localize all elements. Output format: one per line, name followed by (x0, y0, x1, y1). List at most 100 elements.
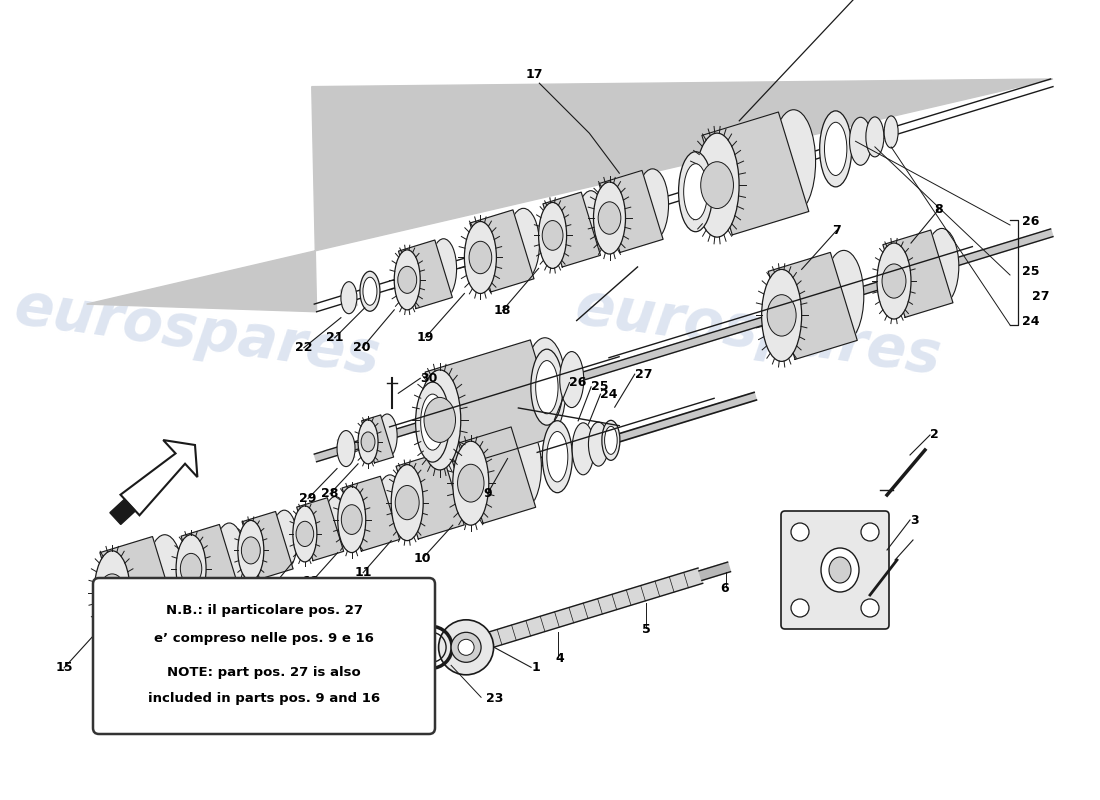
Polygon shape (884, 122, 898, 142)
Polygon shape (396, 452, 464, 539)
Ellipse shape (376, 475, 404, 541)
Ellipse shape (824, 250, 864, 342)
Ellipse shape (536, 361, 558, 414)
Ellipse shape (176, 534, 206, 602)
Ellipse shape (925, 229, 959, 305)
Text: 20: 20 (353, 342, 371, 354)
Text: 5: 5 (641, 622, 650, 636)
Ellipse shape (419, 370, 461, 470)
Ellipse shape (241, 537, 261, 564)
Ellipse shape (358, 420, 378, 464)
Polygon shape (867, 124, 883, 150)
Circle shape (861, 599, 879, 617)
Text: 22: 22 (295, 341, 312, 354)
FancyBboxPatch shape (94, 578, 434, 734)
Ellipse shape (398, 266, 417, 294)
Ellipse shape (542, 421, 572, 493)
Circle shape (861, 523, 879, 541)
Ellipse shape (296, 522, 314, 546)
Ellipse shape (531, 349, 563, 425)
Ellipse shape (884, 116, 898, 148)
Ellipse shape (272, 510, 297, 570)
Ellipse shape (469, 242, 492, 274)
Text: eurospares: eurospares (11, 278, 384, 386)
Ellipse shape (821, 548, 859, 592)
Polygon shape (702, 112, 808, 235)
Polygon shape (95, 392, 757, 602)
Ellipse shape (576, 190, 605, 257)
Ellipse shape (458, 639, 474, 655)
Circle shape (791, 599, 808, 617)
Text: 10: 10 (414, 552, 431, 565)
Ellipse shape (394, 250, 420, 310)
Polygon shape (487, 568, 703, 648)
Polygon shape (591, 430, 606, 458)
Ellipse shape (146, 534, 183, 618)
Ellipse shape (560, 351, 584, 407)
Ellipse shape (458, 464, 484, 502)
Text: 24: 24 (601, 388, 618, 401)
Text: 8: 8 (265, 583, 274, 596)
Text: 7: 7 (833, 224, 842, 237)
Text: 14: 14 (141, 627, 157, 640)
Ellipse shape (360, 271, 379, 311)
Ellipse shape (637, 169, 669, 241)
Text: 3: 3 (910, 514, 918, 526)
Ellipse shape (323, 497, 348, 553)
Ellipse shape (771, 110, 815, 214)
Ellipse shape (439, 620, 494, 675)
Ellipse shape (829, 557, 851, 583)
Text: 12: 12 (302, 575, 320, 588)
Polygon shape (768, 252, 857, 359)
Polygon shape (100, 537, 177, 633)
Polygon shape (182, 525, 240, 602)
Polygon shape (459, 427, 536, 523)
Ellipse shape (395, 486, 419, 520)
Text: 4: 4 (556, 652, 564, 665)
Text: 25: 25 (591, 380, 608, 394)
Ellipse shape (293, 506, 317, 562)
Ellipse shape (684, 164, 707, 220)
Text: 6: 6 (719, 582, 728, 595)
Ellipse shape (701, 162, 734, 209)
Circle shape (791, 523, 808, 541)
Text: 26: 26 (570, 376, 586, 389)
Ellipse shape (849, 118, 871, 166)
Polygon shape (87, 79, 1053, 312)
Ellipse shape (825, 122, 847, 175)
Polygon shape (425, 340, 560, 468)
Text: 8: 8 (935, 202, 944, 215)
Text: 15: 15 (55, 662, 73, 674)
Text: N.B.: il particolare pos. 27: N.B.: il particolare pos. 27 (165, 604, 363, 617)
Polygon shape (121, 440, 197, 515)
Text: included in parts pos. 9 and 16: included in parts pos. 9 and 16 (147, 692, 381, 705)
Polygon shape (398, 240, 452, 309)
Ellipse shape (95, 551, 130, 635)
Ellipse shape (695, 133, 739, 237)
Ellipse shape (605, 426, 617, 454)
Text: e’ compreso nelle pos. 9 e 16: e’ compreso nelle pos. 9 e 16 (154, 632, 374, 645)
Ellipse shape (882, 264, 906, 298)
Polygon shape (698, 562, 730, 581)
Ellipse shape (572, 423, 594, 475)
Text: 30: 30 (420, 372, 438, 385)
Text: eurospares: eurospares (572, 278, 945, 386)
Ellipse shape (180, 554, 201, 584)
Text: 26: 26 (1022, 215, 1040, 228)
Ellipse shape (464, 222, 496, 294)
Ellipse shape (238, 521, 264, 581)
Text: 18: 18 (494, 304, 512, 317)
Polygon shape (362, 415, 394, 463)
Text: 27: 27 (1032, 290, 1049, 303)
Ellipse shape (767, 294, 796, 336)
Ellipse shape (761, 270, 802, 362)
Text: 9: 9 (483, 487, 492, 500)
Text: 23: 23 (486, 692, 504, 706)
Ellipse shape (420, 394, 444, 450)
Ellipse shape (361, 432, 375, 452)
Ellipse shape (341, 505, 362, 534)
Polygon shape (883, 230, 953, 318)
Ellipse shape (602, 420, 620, 460)
Polygon shape (340, 286, 358, 309)
Text: 2: 2 (930, 429, 938, 442)
